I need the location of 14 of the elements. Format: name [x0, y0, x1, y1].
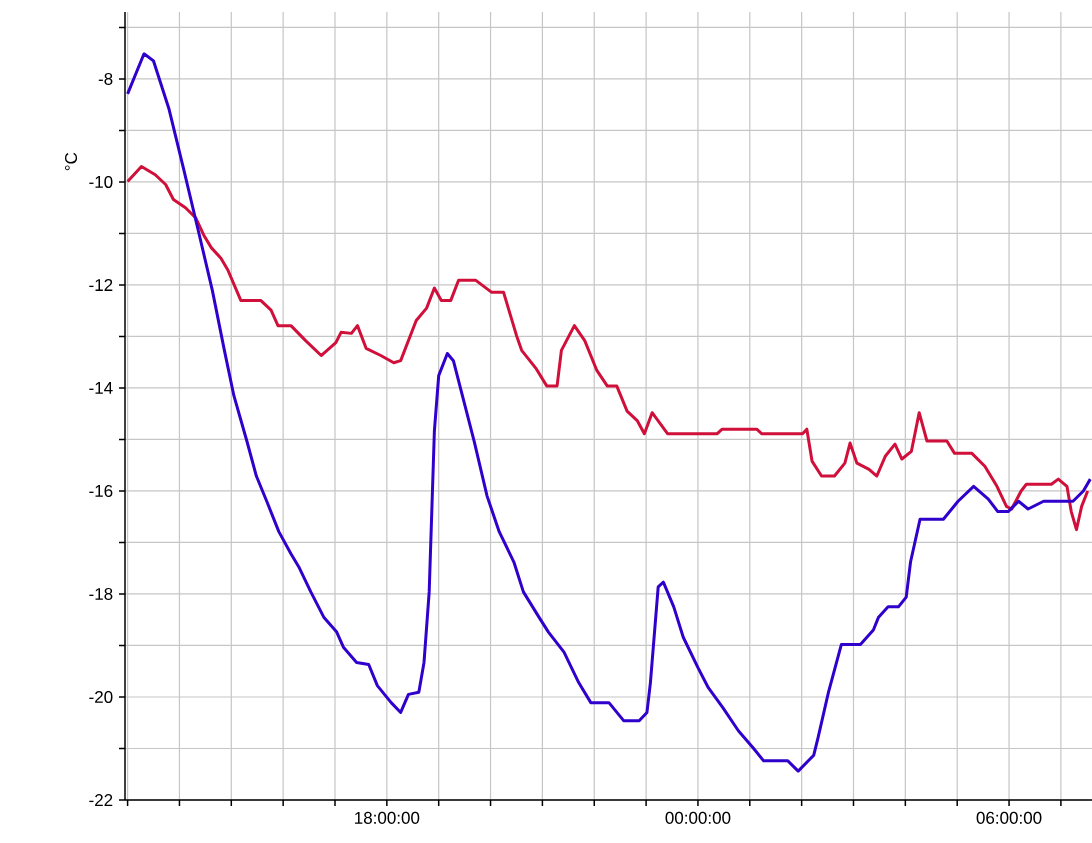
line-series — [126, 165, 1090, 532]
y-tick-label: -12 — [89, 279, 113, 291]
line-series — [126, 52, 1092, 773]
y-axis-title: °C — [65, 152, 78, 171]
x-tick-label: 00:00:00 — [665, 811, 731, 824]
y-tick-label: -14 — [89, 382, 113, 394]
y-tick-label: -16 — [89, 484, 113, 497]
y-tick-label: -20 — [89, 690, 113, 703]
x-tick-label: 18:00:00 — [355, 811, 420, 824]
y-tick-label: -18 — [89, 587, 113, 600]
y-tick-label: -10 — [89, 175, 113, 188]
y-tick-label: -8 — [98, 72, 113, 85]
x-tick-label: 06:00:00 — [976, 811, 1042, 824]
y-tick-label: -22 — [89, 794, 113, 806]
